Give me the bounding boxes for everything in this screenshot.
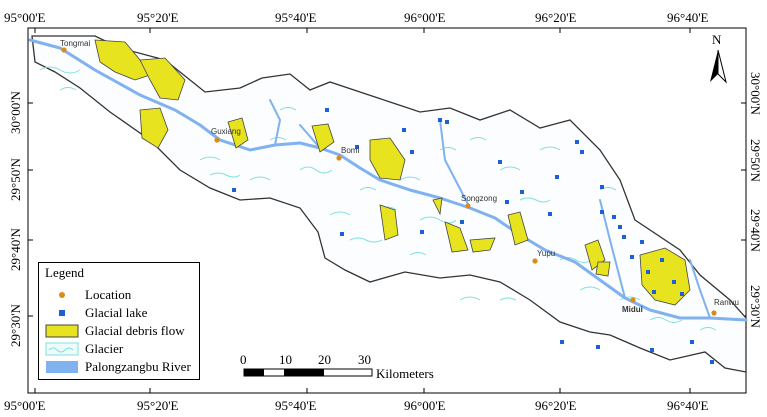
top-coordinate-labels: 95°00'E 95°20'E 95°40'E 96°00'E 96°20'E … [4,10,709,25]
location-dot-icon [465,203,471,209]
glacier-icon [45,342,79,356]
debris-flow-icon [45,324,79,338]
legend-label: Glacier [85,341,124,356]
right-label: 29°50'N [748,139,763,183]
right-label: 29°30'N [748,285,763,329]
legend-label: Glacial lake [85,305,148,320]
legend-item-location: Location [45,287,201,303]
graticule-ticks [28,28,746,393]
left-label: 29°40'N [8,227,23,271]
scale-tick-10: 10 [279,352,292,367]
bottom-label: 95°40'E [275,398,317,413]
place-label-ranwu: Ranwu [714,298,739,307]
legend-item-glacier: Glacier [45,341,201,357]
top-label: 95°00'E [4,10,46,25]
legend-item-debris-flow: Glacial debris flow [45,323,201,339]
right-coordinate-labels: 30°00'N 29°50'N 29°40'N 29°30'N [748,72,763,329]
left-coordinate-labels: 30°00'N 29°50'N 29°40'N 29°30'N [8,90,23,347]
left-label: 30°00'N [8,90,23,134]
location-dot-icon [532,258,538,264]
palongzangbu-river [28,38,748,322]
scale-tick-30: 30 [358,352,371,367]
right-label: 29°40'N [748,209,763,253]
place-label-midui: Midui [622,305,643,314]
scale-unit: Kilometers [376,366,434,381]
legend-label: Palongzangbu River [85,359,191,374]
place-label-tongmai: Tongmai [60,39,90,48]
map-legend: Legend Location Glacial lake Glacial deb… [38,262,200,380]
legend-item-river: Palongzangbu River [45,359,201,375]
legend-label: Location [85,287,132,302]
location-dot-icon [711,310,717,316]
bottom-coordinate-labels: 95°00'E 95°20'E 95°40'E 96°00'E 96°20'E … [4,398,709,413]
river-icon [46,361,78,373]
location-dot-icon [336,155,342,161]
left-label: 29°50'N [8,157,23,201]
left-label: 29°30'N [8,303,23,347]
basin-boundary [31,35,747,373]
top-label: 96°20'E [535,10,577,25]
top-label: 96°40'E [667,10,709,25]
location-dot-icon [59,292,65,298]
bottom-label: 96°00'E [404,398,446,413]
place-label-bomi: Bomi [341,146,359,155]
bottom-label: 95°20'E [137,398,179,413]
place-label-songzong: Songzong [461,194,497,203]
north-letter: N [712,32,722,47]
bottom-label: 96°40'E [667,398,709,413]
scale-tick-0: 0 [240,352,247,367]
bottom-label: 95°00'E [4,398,46,413]
top-label: 95°20'E [137,10,179,25]
place-label-yupu: Yupu [537,249,555,258]
locations: Tongmai Guxiang Bomi Songzong Yupu Midui… [60,39,739,316]
location-dot-icon [61,47,67,53]
glacial-lake-icon [59,310,65,316]
scale-bar: 0 10 20 30 Kilometers [240,352,434,381]
location-dot-icon [214,137,220,143]
scale-tick-20: 20 [318,352,331,367]
glacial-lake-layer [232,108,714,364]
place-label-guxiang: Guxiang [211,127,241,136]
top-label: 96°00'E [404,10,446,25]
legend-item-glacial-lake: Glacial lake [45,305,201,321]
top-label: 95°40'E [275,10,317,25]
legend-label: Glacial debris flow [85,323,185,338]
north-arrow-icon: N [710,32,727,84]
bottom-label: 96°20'E [535,398,577,413]
right-label: 30°00'N [748,72,763,116]
location-dot-icon [630,297,636,303]
legend-title: Legend [45,265,84,280]
